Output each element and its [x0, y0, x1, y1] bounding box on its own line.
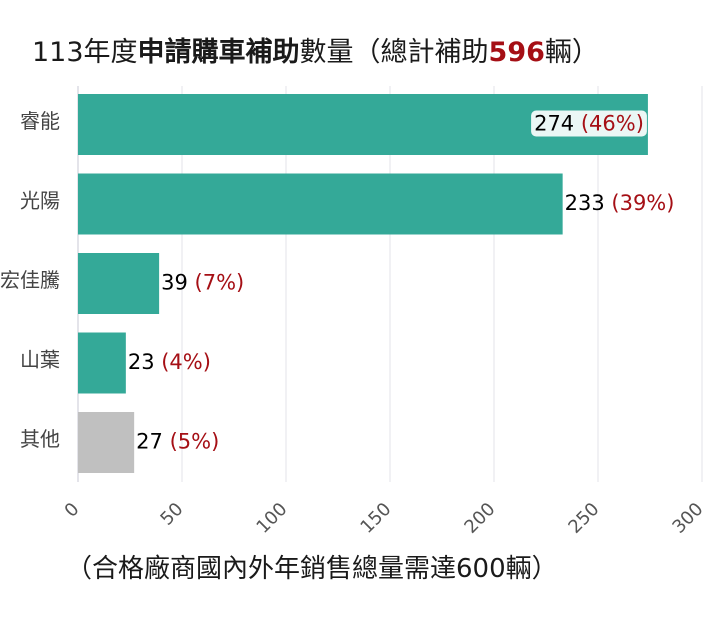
x-tick-250: 250 — [564, 499, 603, 538]
data-label-2: 39 (7%) — [161, 271, 244, 295]
title-total: 596 — [488, 37, 545, 68]
percent-label-4: (5%) — [170, 430, 220, 454]
percent-label-2: (7%) — [195, 271, 245, 295]
title-bold-part: 申請購車補助 — [137, 37, 300, 68]
value-label-3: 23 — [128, 350, 161, 374]
x-tick-150: 150 — [356, 499, 395, 538]
bar-3 — [78, 332, 126, 394]
x-tick-50: 50 — [156, 499, 187, 530]
title-suffix: 輛） — [544, 37, 599, 68]
percent-label-1: (39%) — [611, 191, 674, 215]
svg-text:274 (46%): 274 (46%) — [534, 112, 644, 136]
title-prefix: 113年度 — [32, 37, 138, 68]
chart-title: 113年度申請購車補助數量（總計補助596輛） — [32, 30, 599, 69]
category-label-1: 光陽 — [20, 189, 60, 213]
bar-4 — [78, 412, 135, 473]
x-tick-100: 100 — [252, 499, 291, 538]
x-tick-200: 200 — [460, 499, 499, 538]
x-tick-300: 300 — [668, 499, 707, 538]
bars: 274 (46%) 233 (39%) 39 (7%) 23 (4%) 27 (5%) — [78, 94, 674, 473]
bar-2 — [78, 253, 160, 314]
title-middle: 數量（總計補助 — [299, 37, 489, 68]
category-label-3: 山葉 — [20, 348, 60, 372]
category-label-4: 其他 — [20, 427, 60, 451]
percent-label-0: (46%) — [581, 112, 644, 136]
percent-label-3: (4%) — [161, 350, 211, 374]
category-label-2: 宏佳騰 — [0, 268, 60, 292]
x-tick-0: 0 — [61, 499, 84, 522]
svg-text:233 (39%): 233 (39%) — [565, 191, 675, 215]
x-tick-labels: 0 50 100 150 200 250 300 — [61, 499, 708, 538]
category-label-0: 睿能 — [20, 109, 60, 133]
data-label-1: 233 (39%) — [565, 191, 675, 215]
footnote: （合格廠商國內外年銷售總量需達600輛） — [66, 554, 558, 584]
data-label-4: 27 (5%) — [136, 430, 219, 454]
data-label-0: 274 (46%) — [531, 110, 647, 137]
data-label-bg-0 — [531, 110, 647, 137]
svg-text:23 (4%): 23 (4%) — [128, 350, 211, 374]
value-label-0: 274 — [534, 112, 581, 136]
value-label-4: 27 — [136, 430, 169, 454]
value-label-2: 39 — [161, 271, 194, 295]
value-label-1: 233 — [565, 191, 612, 215]
svg-text:39 (7%): 39 (7%) — [161, 271, 244, 295]
data-label-3: 23 (4%) — [128, 350, 211, 374]
bar-1 — [78, 173, 563, 235]
svg-text:27 (5%): 27 (5%) — [136, 430, 219, 454]
